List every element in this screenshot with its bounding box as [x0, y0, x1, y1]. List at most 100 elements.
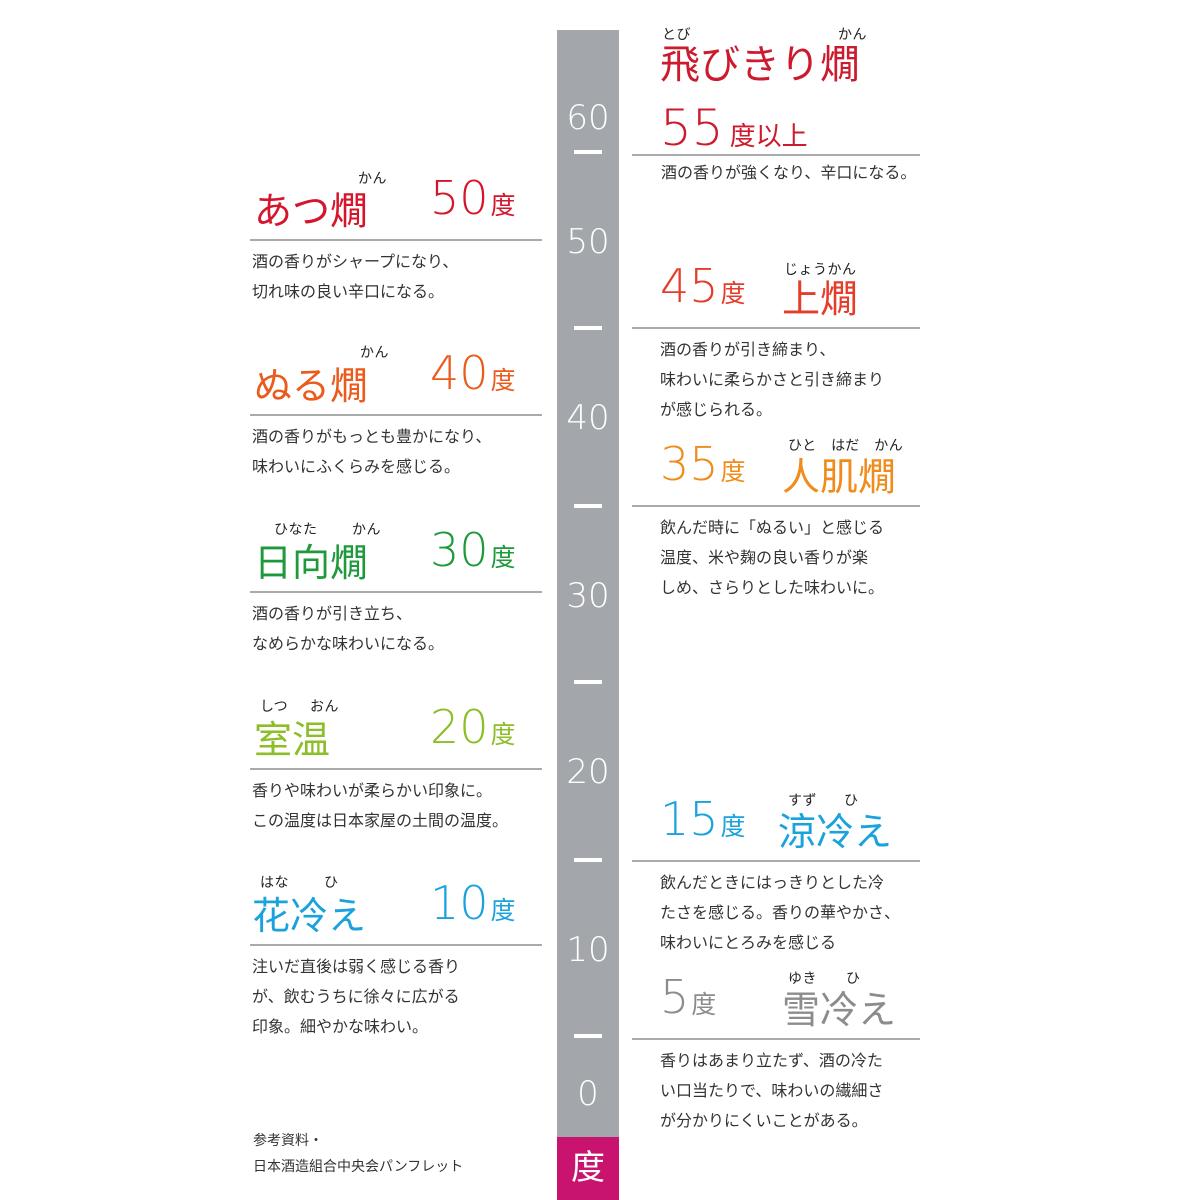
shitsuon-temp-value: 20: [430, 700, 489, 754]
hanahie-name: 花冷え: [252, 894, 367, 938]
jokan-desc-line: 酒の香りが引き締まり、: [660, 340, 836, 359]
suzuhie-desc: 飲んだときにはっきりとした冷 たさを感じる。香りの華やかさ、 味わいにとろみを感…: [660, 868, 900, 958]
source-line-1: 参考資料・: [253, 1133, 323, 1149]
jokan-desc-line: が感じられる。: [660, 400, 773, 419]
suzuhie-temp-value: 15: [660, 792, 719, 846]
suzuhie-heading: すず ひ 15度 涼冷え: [632, 793, 920, 862]
shitsuon-ruby-1: しつ: [260, 699, 289, 715]
jokan-desc-line: 味わいに柔らかさと引き締まり: [660, 370, 885, 389]
entry-hinata: ひなた かん 日向燗 30度 酒の香りが引き立ち、 なめらかな味わいになる。: [250, 522, 542, 669]
hitohada-desc-line: 温度、米や麹の良い香りが楽: [660, 548, 869, 567]
hitohada-ruby: ひと はだ かん: [788, 438, 904, 454]
suzuhie-name: 涼冷え: [778, 810, 893, 854]
atsukan-desc: 酒の香りがシャープになり、 切れ味の良い辛口になる。: [252, 247, 458, 307]
jokan-degree: 度: [720, 279, 746, 308]
shitsuon-desc: 香りや味わいが柔らかい印象に。 この温度は日本家屋の土間の温度。: [252, 776, 508, 836]
suzuhie-ruby-1: すず: [788, 793, 817, 809]
nurukan-ruby: かん: [360, 345, 389, 361]
entry-shitsuon: しつ おん 室温 20度 香りや味わいが柔らかい印象に。 この温度は日本家屋の土…: [250, 699, 542, 846]
tobikiri-ruby-2: かん: [838, 27, 867, 43]
hinata-desc: 酒の香りが引き立ち、 なめらかな味わいになる。: [252, 599, 444, 659]
hitohada-desc: 飲んだ時に「ぬるい」と感じる 温度、米や麹の良い香りが楽 しめ、さらりとした味わ…: [660, 513, 884, 603]
atsukan-temp-value: 50: [430, 171, 489, 225]
hinata-degree: 度: [490, 543, 516, 572]
scale-unit-label: 度: [557, 1137, 619, 1200]
shitsuon-degree: 度: [490, 720, 516, 749]
nurukan-desc: 酒の香りがもっとも豊かになり、 味わいにふくらみを感じる。: [252, 422, 491, 482]
suzuhie-desc-line: 味わいにとろみを感じる: [660, 933, 837, 952]
suzuhie-ruby-2: ひ: [844, 793, 859, 809]
hitohada-temp: 35度: [660, 440, 746, 499]
hinata-ruby-1: ひなた: [274, 522, 318, 538]
hinata-temp-value: 30: [430, 523, 489, 577]
scale-label-60: 60: [566, 98, 610, 138]
hanahie-ruby-1: はな: [260, 875, 289, 891]
hinata-desc-line: 酒の香りが引き立ち、: [252, 604, 413, 623]
tobikiri-temp-value: 55: [660, 99, 724, 157]
jokan-name: 上燗: [782, 277, 859, 321]
yukihie-ruby-1: ゆき: [788, 971, 817, 987]
tobikiri-name: 飛びきり燗: [660, 42, 860, 88]
entry-jokan: じょうかん 45度 上燗 酒の香りが引き締まり、 味わいに柔らかさと引き締まり …: [632, 262, 920, 425]
scale-label-30: 30: [566, 576, 610, 616]
yukihie-temp: 5度: [660, 973, 716, 1032]
tobikiri-underline: [632, 154, 920, 156]
yukihie-ruby-2: ひ: [846, 971, 861, 987]
nurukan-heading: かん ぬる燗 40度: [250, 345, 542, 416]
yukihie-desc-line: い口当たりで、味わいの繊細さ: [660, 1081, 884, 1100]
tobikiri-temp-suffix: 度以上: [729, 122, 808, 152]
tobikiri-ruby-1: とび: [662, 27, 691, 43]
shitsuon-temp: 20度: [430, 703, 516, 762]
hinata-desc-line: なめらかな味わいになる。: [252, 634, 445, 653]
hanahie-temp: 10度: [430, 879, 516, 938]
hinata-ruby-2: かん: [352, 522, 381, 538]
hitohada-heading: ひと はだ かん 35度 人肌燗: [632, 438, 920, 507]
jokan-ruby: じょうかん: [784, 262, 857, 278]
yukihie-heading: ゆき ひ 5度 雪冷え: [632, 971, 920, 1040]
scale-tick-25: [574, 680, 602, 684]
hinata-temp: 30度: [430, 526, 516, 585]
scale-label-40: 40: [566, 398, 610, 438]
temperature-scale-bar: 60 50 40 30 20 10 0 度: [557, 30, 619, 1200]
entry-nurukan: かん ぬる燗 40度 酒の香りがもっとも豊かになり、 味わいにふくらみを感じる。: [250, 345, 542, 492]
jokan-temp-value: 45: [660, 259, 719, 313]
suzuhie-temp: 15度: [660, 795, 746, 854]
yukihie-degree: 度: [691, 990, 717, 1019]
atsukan-name: あつ燗: [254, 189, 369, 233]
tobikiri-desc: 酒の香りが強くなり、辛口になる。: [661, 163, 917, 182]
jokan-desc: 酒の香りが引き締まり、 味わいに柔らかさと引き締まり が感じられる。: [660, 335, 884, 425]
scale-tick-15: [574, 858, 602, 862]
hanahie-ruby-2: ひ: [324, 875, 339, 891]
jokan-heading: じょうかん 45度 上燗: [632, 262, 920, 329]
yukihie-desc: 香りはあまり立たず、酒の冷た い口当たりで、味わいの繊細さ が分かりにくいことが…: [660, 1046, 883, 1136]
nurukan-name: ぬる燗: [254, 364, 369, 408]
scale-label-50: 50: [566, 222, 610, 262]
hitohada-name: 人肌燗: [782, 455, 897, 499]
suzuhie-desc-line: たさを感じる。香りの華やかさ、: [660, 903, 901, 922]
entry-hitohada: ひと はだ かん 35度 人肌燗 飲んだ時に「ぬるい」と感じる 温度、米や麹の良…: [632, 438, 920, 603]
hanahie-temp-value: 10: [430, 876, 489, 930]
source-note: 参考資料・ 日本酒造組合中央会パンフレット: [253, 1128, 463, 1180]
yukihie-name: 雪冷え: [782, 988, 897, 1032]
hanahie-heading: はな ひ 花冷え 10度: [250, 875, 542, 946]
nurukan-desc-line: 酒の香りがもっとも豊かになり、: [252, 427, 492, 446]
hanahie-desc-line: 印象。細やかな味わい。: [252, 1017, 429, 1036]
atsukan-heading: かん あつ燗 50度: [250, 171, 542, 241]
yukihie-desc-line: が分かりにくいことがある。: [660, 1111, 868, 1130]
entry-hanahie: はな ひ 花冷え 10度 注いだ直後は弱く感じる香り が、飲むうちに徐々に広がる…: [250, 875, 542, 1052]
scale-label-0: 0: [577, 1074, 599, 1114]
hitohada-desc-line: しめ、さらりとした味わいに。: [660, 578, 885, 597]
atsukan-desc-line: 切れ味の良い辛口になる。: [252, 282, 445, 301]
hinata-name: 日向燗: [254, 541, 369, 585]
shitsuon-desc-line: この温度は日本家屋の土間の温度。: [252, 811, 509, 830]
scale-tick-55: [574, 150, 602, 154]
atsukan-degree: 度: [490, 191, 516, 220]
hitohada-desc-line: 飲んだ時に「ぬるい」と感じる: [660, 518, 885, 537]
nurukan-desc-line: 味わいにふくらみを感じる。: [252, 457, 461, 476]
scale-tick-45: [574, 326, 602, 330]
yukihie-desc-line: 香りはあまり立たず、酒の冷た: [660, 1051, 883, 1070]
tobikiri-temp: 55 度以上: [660, 100, 808, 168]
nurukan-temp-value: 40: [430, 346, 489, 400]
suzuhie-desc-line: 飲んだときにはっきりとした冷: [660, 873, 885, 892]
nurukan-temp: 40度: [430, 349, 516, 408]
